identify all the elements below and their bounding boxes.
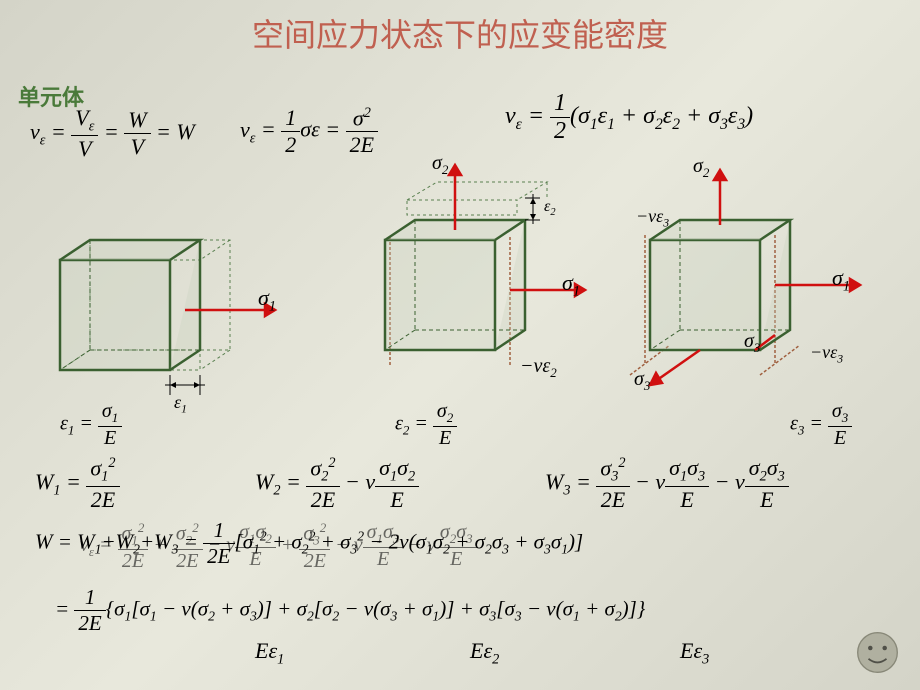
eq-sum1-overlay: vε = σ122E + σ222E − νσ1σ2E + σ322E − νσ… <box>80 520 880 573</box>
sigma2-label-3: σ2 <box>693 155 709 181</box>
page-title: 空间应力状态下的应变能密度 <box>0 0 920 56</box>
nu-eps2-label: −νε2 <box>520 355 557 381</box>
sigma1-label-3: σ1 <box>832 265 850 295</box>
smiley-icon <box>855 630 900 675</box>
eq-w3: W3 = σ322E − νσ1σ3E − νσ2σ3E <box>545 455 789 513</box>
eq-eps1: ε1 = σ1E <box>60 400 122 450</box>
cube-3 <box>610 165 910 400</box>
eq-w1: W1 = σ122E <box>35 455 120 513</box>
eq-top1: vε = VεV = WV = W <box>30 105 195 162</box>
Ee2: Eε2 <box>470 638 499 668</box>
eps2-label: ε2 <box>544 198 556 218</box>
eq-eps3: ε3 = σ3E <box>790 400 852 450</box>
eq-sum2: = 12E{σ1[σ1 − ν(σ2 + σ3)] + σ2[σ2 − ν(σ3… <box>55 585 915 636</box>
eq-top3: vε = 12(σ1ε1 + σ2ε2 + σ3ε3) <box>505 90 753 145</box>
eq-eps2: ε2 = σ2E <box>395 400 457 450</box>
sigma3-label-3b: σ3 <box>634 368 650 394</box>
sigma1-label-1: σ1 <box>258 285 276 315</box>
eq-w2: W2 = σ222E − νσ1σ2E <box>255 455 419 513</box>
nu-eps3-top: −νε3 <box>636 206 669 230</box>
Ee3: Eε3 <box>680 638 709 668</box>
eps1-label: ε1 <box>174 392 187 416</box>
Ee1: Eε1 <box>255 638 284 668</box>
sigma1-label-2: σ1 <box>562 270 580 300</box>
sigma2-label-2: σ2 <box>432 152 448 178</box>
nu-eps3-bot: −νε3 <box>810 342 843 366</box>
sigma3-label-3a: σ3 <box>744 330 760 356</box>
eq-top2: vε = 12σε = σ22E <box>240 105 378 158</box>
